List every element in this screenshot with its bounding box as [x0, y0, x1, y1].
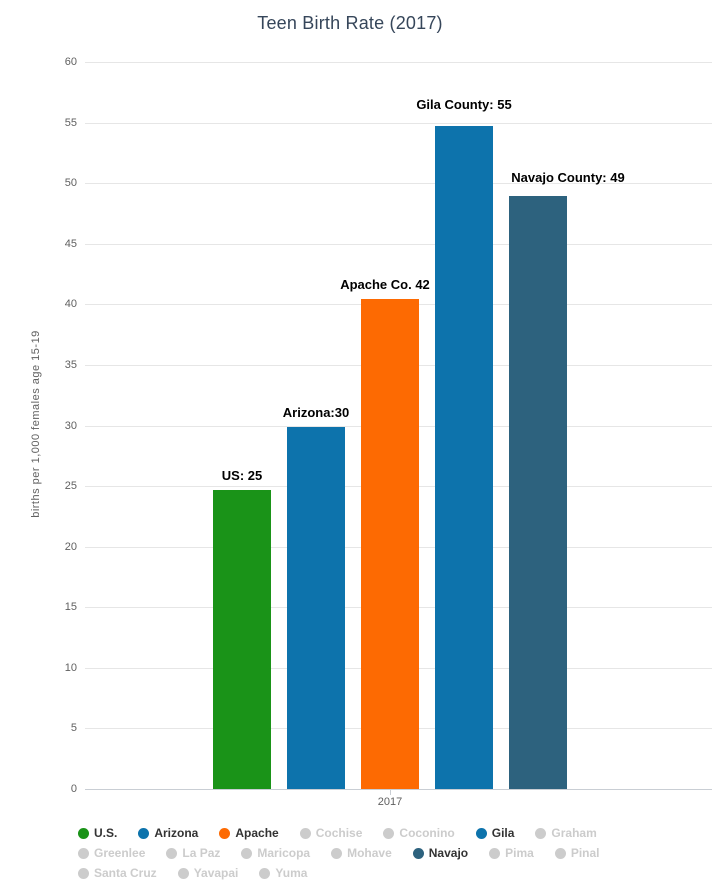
- y-tick-label-25: 25: [64, 480, 77, 493]
- y-tick-label-5: 5: [70, 722, 77, 735]
- legend: U.S. Arizona Apache Cochise Coconino Gila Grah…: [78, 826, 654, 880]
- legend-item-label: Coconino: [399, 826, 455, 840]
- x-tick-label: 2017: [377, 796, 403, 808]
- legend-marker-icon: [475, 827, 487, 839]
- legend-marker-icon: [177, 867, 189, 879]
- bar-label-arizona: Arizona:30: [282, 404, 350, 420]
- legend-item-cochise[interactable]: Cochise: [299, 826, 363, 840]
- legend-item-label: U.S.: [94, 826, 118, 840]
- legend-item-label: Pima: [505, 846, 534, 860]
- bar-label-u-s: US: 25: [221, 467, 263, 483]
- y-tick-label-40: 40: [64, 298, 77, 311]
- gridline-45: [85, 243, 712, 245]
- legend-marker-icon: [299, 827, 311, 839]
- legend-item-santa-cruz[interactable]: Santa Cruz: [78, 866, 157, 880]
- legend-item-label: Yavapai: [193, 866, 239, 880]
- legend-item-label: Gila: [491, 826, 515, 840]
- bar-gila[interactable]: [435, 126, 493, 789]
- legend-marker-icon: [535, 827, 547, 839]
- legend-marker-icon: [554, 847, 566, 859]
- x-axis-tick: [390, 790, 391, 795]
- legend-item-label: Cochise: [315, 826, 363, 840]
- legend-item-label: Yuma: [275, 866, 308, 880]
- legend-marker-icon: [259, 867, 271, 879]
- bar-label-navajo: Navajo County: 49: [511, 170, 625, 186]
- legend-marker-icon: [78, 867, 89, 879]
- gridline-50: [85, 183, 712, 185]
- y-tick-label-15: 15: [64, 601, 77, 614]
- legend-item-label: Mohave: [347, 846, 392, 860]
- bar-u-s[interactable]: [213, 489, 271, 789]
- bar-navajo[interactable]: [509, 196, 567, 789]
- legend-item-pima[interactable]: Pima: [489, 846, 534, 860]
- legend-item-label: La Paz: [182, 846, 221, 860]
- legend-item-yavapai[interactable]: Yavapai: [177, 866, 239, 880]
- y-tick-label-45: 45: [64, 237, 77, 250]
- legend-marker-icon: [78, 827, 89, 839]
- legend-item-la-paz[interactable]: La Paz: [166, 846, 220, 860]
- legend-item-label: Navajo: [428, 846, 469, 860]
- legend-item-greenlee[interactable]: Greenlee: [78, 846, 145, 860]
- y-tick-label-20: 20: [64, 540, 77, 553]
- legend-item-pinal[interactable]: Pinal: [554, 846, 600, 860]
- legend-item-label: Apache: [235, 826, 279, 840]
- legend-marker-icon: [489, 847, 501, 859]
- legend-marker-icon: [241, 847, 253, 859]
- x-axis-line: [85, 789, 712, 790]
- legend-item-label: Pinal: [570, 846, 600, 860]
- legend-marker-icon: [412, 847, 424, 859]
- legend-item-coconino[interactable]: Coconino: [383, 826, 455, 840]
- legend-marker-icon: [331, 847, 343, 859]
- legend-marker-icon: [138, 827, 150, 839]
- legend-marker-icon: [78, 847, 89, 859]
- legend-item-label: Graham: [551, 826, 597, 840]
- legend-item-arizona[interactable]: Arizona: [138, 826, 198, 840]
- bar-label-apache: Apache Co. 42: [340, 277, 430, 293]
- legend-item-apache[interactable]: Apache: [219, 826, 279, 840]
- gridline-55: [85, 122, 712, 124]
- y-tick-label-0: 0: [70, 783, 77, 795]
- y-tick-label-55: 55: [64, 116, 77, 129]
- legend-item-navajo[interactable]: Navajo: [412, 846, 469, 860]
- legend-marker-icon: [219, 827, 231, 839]
- y-tick-label-50: 50: [64, 177, 77, 190]
- y-tick-label-35: 35: [64, 358, 77, 371]
- legend-item-maricopa[interactable]: Maricopa: [241, 846, 310, 860]
- bar-apache[interactable]: [361, 299, 419, 789]
- bar-arizona[interactable]: [287, 426, 345, 789]
- chart-title: Teen Birth Rate (2017): [257, 13, 443, 33]
- legend-marker-icon: [166, 847, 178, 859]
- y-tick-label-60: 60: [64, 56, 77, 68]
- y-tick-label-30: 30: [64, 419, 77, 432]
- legend-item-gila[interactable]: Gila: [475, 826, 515, 840]
- legend-item-yuma[interactable]: Yuma: [259, 866, 307, 880]
- legend-marker-icon: [383, 827, 395, 839]
- legend-item-label: Arizona: [154, 826, 199, 840]
- legend-item-graham[interactable]: Graham: [535, 826, 597, 840]
- legend-item-label: Greenlee: [94, 846, 146, 860]
- legend-item-u-s[interactable]: U.S.: [78, 826, 117, 840]
- legend-item-label: Maricopa: [257, 846, 311, 860]
- y-tick-label-10: 10: [64, 661, 77, 674]
- bar-label-gila: Gila County: 55: [416, 97, 512, 113]
- legend-item-label: Santa Cruz: [94, 866, 157, 880]
- gridline-60: [85, 62, 712, 63]
- legend-item-mohave[interactable]: Mohave: [331, 846, 392, 860]
